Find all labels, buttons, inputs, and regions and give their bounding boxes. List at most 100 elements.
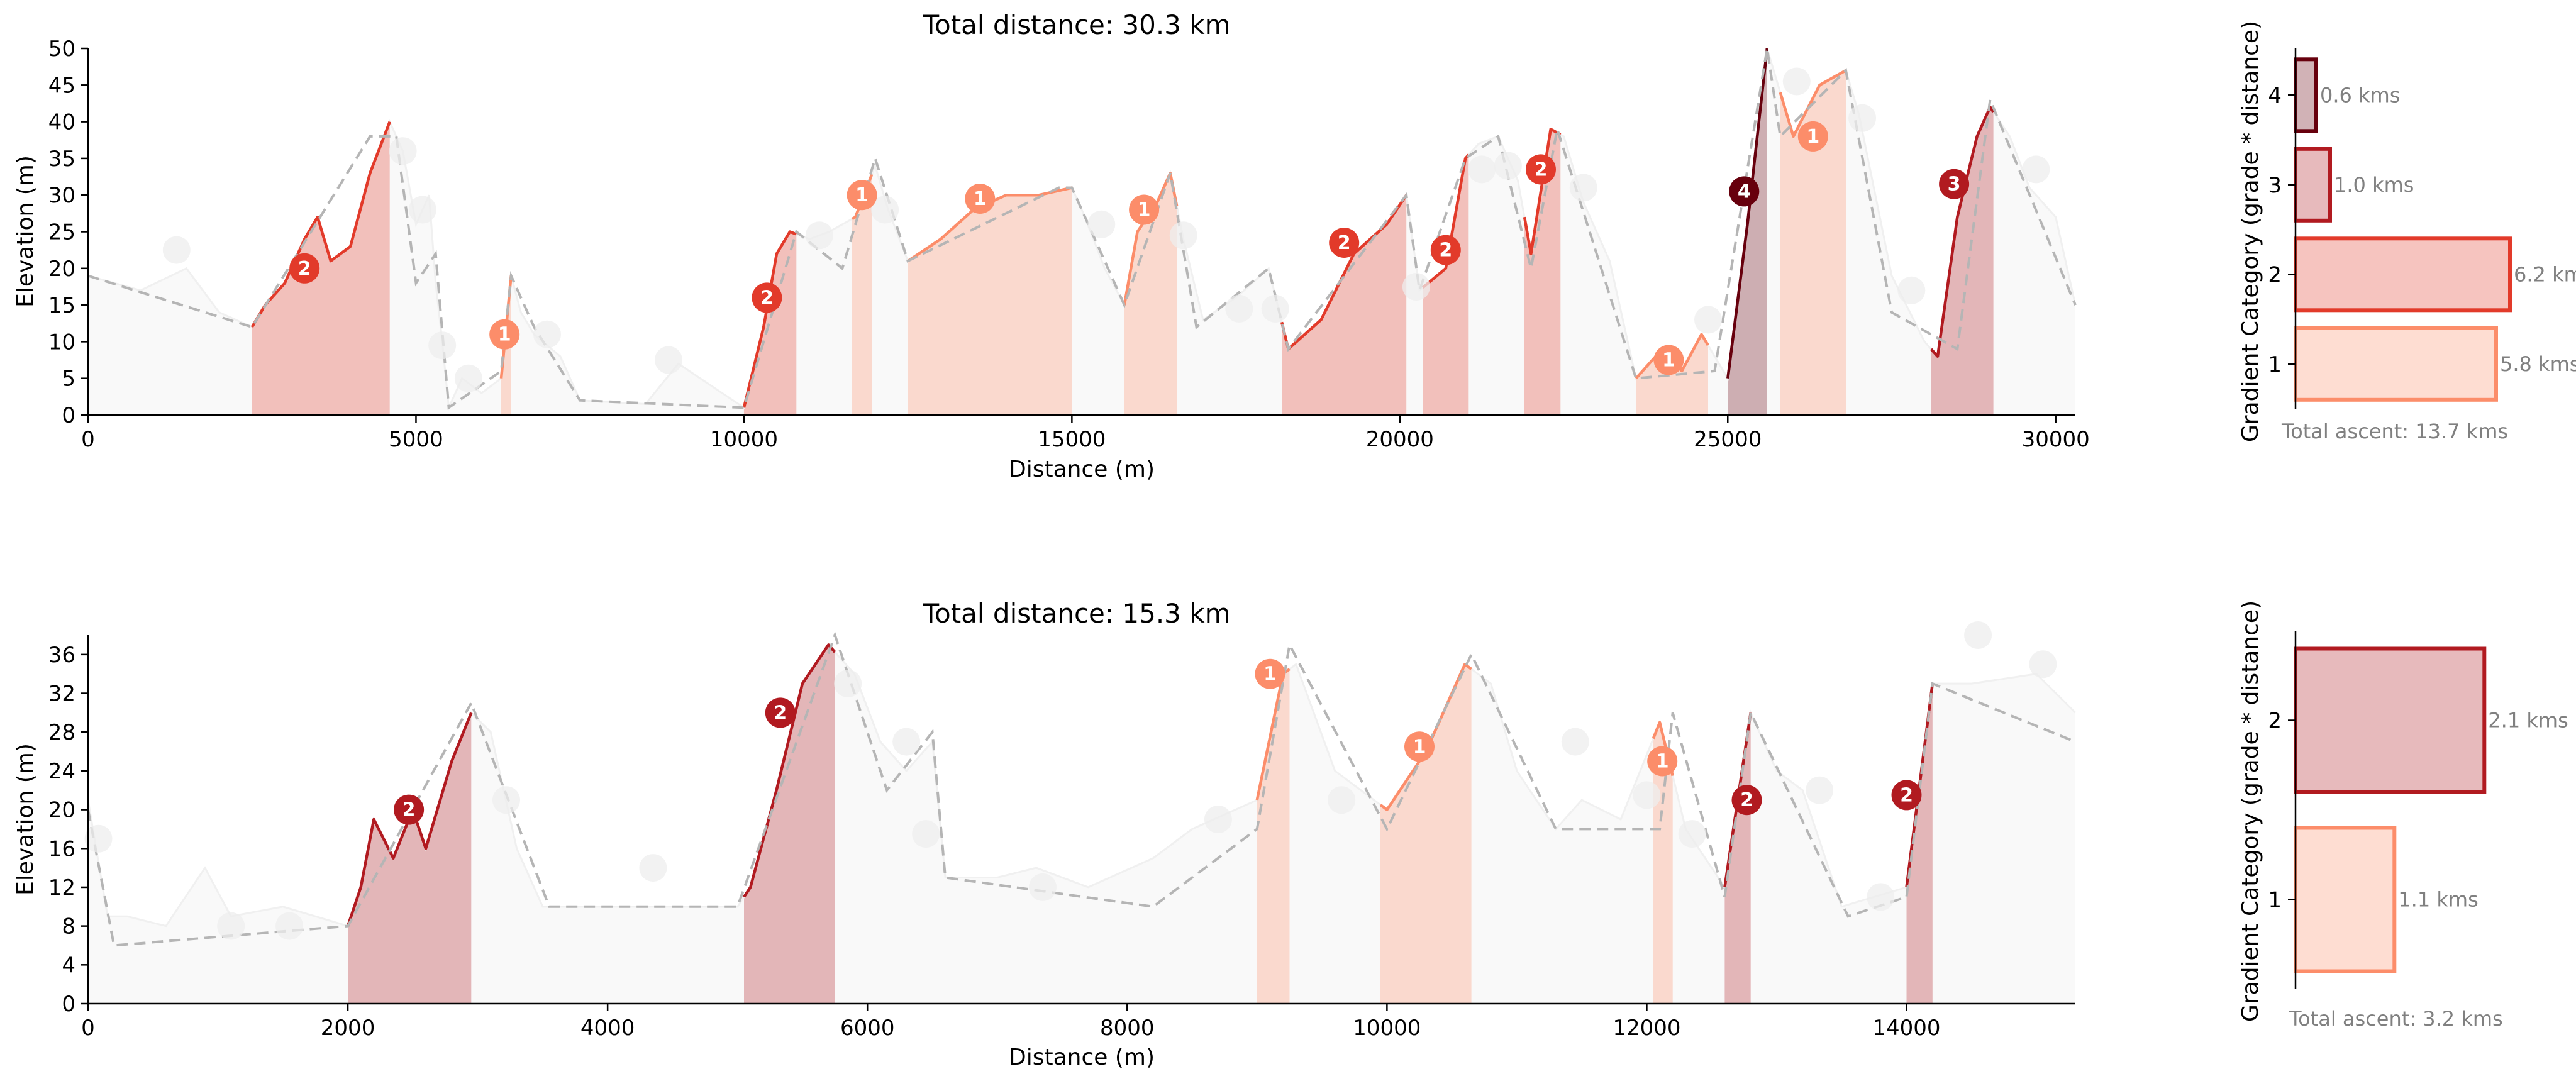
climb-marker-2: 2 xyxy=(765,697,796,728)
ghost-marker-9 xyxy=(1029,873,1057,901)
x-tick-label: 15000 xyxy=(1038,427,1106,452)
ghost-marker-17 xyxy=(1569,174,1597,202)
climb-marker-5: 1 xyxy=(965,184,996,214)
climb-marker-dot xyxy=(1891,780,1922,811)
ghost-marker-21 xyxy=(1897,276,1926,304)
climb-marker-4: 1 xyxy=(1404,731,1435,762)
bottom-chart-title: Total distance: 15.3 km xyxy=(922,598,1230,629)
ghost-marker-15 xyxy=(1806,776,1834,804)
top-elevation-chart: Total distance: 30.3 km 2 1 2 1 1 1 2 2 2 1 4 1 3 0 5… xyxy=(13,9,2090,482)
y-tick-label: 0 xyxy=(62,992,75,1017)
x-tick-label: 2000 xyxy=(321,1016,375,1041)
y-tick-label: 15 xyxy=(48,293,75,318)
climb-marker-dot xyxy=(965,184,996,214)
x-tick-label: 12000 xyxy=(1613,1016,1680,1041)
ghost-marker-12 xyxy=(1225,294,1253,323)
climb-marker-label: 2 xyxy=(1900,784,1913,806)
climb-line-1 xyxy=(346,712,473,927)
x-tick-label: 8000 xyxy=(1100,1016,1155,1041)
y-tick-label: 30 xyxy=(48,183,75,208)
climb-area-5 xyxy=(908,187,1072,415)
bottom-summary-y-axis-label: Gradient Category (grade * distance) xyxy=(2238,601,2263,1022)
climb-marker-dot xyxy=(489,319,520,350)
climb-marker-label: 1 xyxy=(974,188,987,210)
road-gradient-line xyxy=(87,631,2076,947)
ghost-marker-10 xyxy=(1087,210,1116,238)
climb-area-1 xyxy=(252,121,390,415)
ghost-marker-13 xyxy=(1261,294,1289,323)
x-tick-label: 4000 xyxy=(580,1016,635,1041)
top-summary-bars: 5.8 kms 6.2 kms 1.0 kms 0.6 kms xyxy=(2294,57,2576,402)
climb-line-2 xyxy=(743,643,836,898)
ghost-marker-7 xyxy=(892,728,921,756)
y-tick-label: 24 xyxy=(48,759,75,784)
top-gradient-summary-chart: 5.8 kms 6.2 kms 1.0 kms 0.6 kms 1 2 3 4 Gradie… xyxy=(2238,21,2576,443)
climb-marker-1: 2 xyxy=(289,253,320,284)
ghost-marker-1 xyxy=(84,824,113,853)
gradient-bar-label: 5.8 kms xyxy=(2500,352,2576,376)
top-climb-areas xyxy=(88,48,2075,416)
climb-line-1 xyxy=(250,121,391,328)
climb-marker-dot xyxy=(847,180,877,211)
y-tick-label: 20 xyxy=(48,257,75,282)
x-tick-label: 10000 xyxy=(1353,1016,1421,1041)
x-tick-label: 25000 xyxy=(1694,427,1762,452)
ghost-marker-8 xyxy=(805,221,833,250)
climb-marker-3: 2 xyxy=(752,282,782,313)
climb-marker-10: 1 xyxy=(1653,345,1684,375)
y-tick-label: 4 xyxy=(62,953,75,978)
climb-marker-3: 1 xyxy=(1255,658,1285,689)
climb-marker-label: 1 xyxy=(1413,736,1426,758)
climb-marker-label: 2 xyxy=(402,799,416,821)
y-tick-label: 45 xyxy=(48,73,75,98)
gradient-bar-label: 6.2 kms xyxy=(2514,262,2576,286)
x-tick-label: 30000 xyxy=(2022,427,2090,452)
bottom-climb-markers: 2 2 1 1 1 2 2 xyxy=(394,658,1922,825)
gradient-bar-cat-4 xyxy=(2294,57,2318,133)
climb-marker-8: 2 xyxy=(1430,235,1461,265)
climb-marker-label: 2 xyxy=(1439,240,1452,262)
climb-marker-dot xyxy=(1731,785,1762,816)
summary-y-tick-label: 1 xyxy=(2268,888,2282,913)
summary-y-tick-label: 3 xyxy=(2268,173,2282,198)
top-axes: 0 5000 10000 15000 20000 25000 30000 0 5 10 15 20 2… xyxy=(13,36,2090,482)
climb-marker-dot xyxy=(1526,154,1556,185)
climb-marker-label: 2 xyxy=(760,287,774,309)
climb-marker-label: 1 xyxy=(498,324,511,346)
ghost-marker-14 xyxy=(1402,273,1430,301)
summary-y-tick-label: 4 xyxy=(2268,83,2282,108)
bottom-climb-areas xyxy=(88,645,2075,1004)
climb-area-4 xyxy=(852,174,872,415)
y-tick-label: 0 xyxy=(62,403,75,428)
ghost-marker-12 xyxy=(1561,728,1589,756)
top-summary-y-ticks: 1 2 3 4 xyxy=(2268,83,2296,377)
top-x-ticks: 0 5000 10000 15000 20000 25000 30000 xyxy=(81,415,2090,452)
bottom-total-ascent-label: Total ascent: 3.2 kms xyxy=(2289,1007,2503,1031)
climb-marker-label: 2 xyxy=(1338,232,1351,254)
climb-marker-dot xyxy=(752,282,782,313)
climb-marker-dot xyxy=(394,794,425,825)
ghost-marker-16 xyxy=(1867,883,1895,911)
ghost-marker-18 xyxy=(2029,650,2057,679)
climb-marker-dot xyxy=(1939,169,1970,199)
top-x-axis-label: Distance (m) xyxy=(1009,457,1155,482)
ghost-marker-2 xyxy=(217,912,245,940)
top-summary-y-axis-label: Gradient Category (grade * distance) xyxy=(2238,21,2263,442)
top-chart-title: Total distance: 30.3 km xyxy=(922,9,1230,40)
ghost-marker-3 xyxy=(408,196,436,224)
climb-marker-6: 1 xyxy=(1129,194,1160,225)
climb-marker-7: 2 xyxy=(1891,780,1922,811)
climb-marker-dot xyxy=(1255,658,1285,689)
summary-y-tick-label: 2 xyxy=(2268,709,2282,734)
ghost-marker-5 xyxy=(639,854,667,882)
top-y-ticks: 0 5 10 15 20 25 30 35 40 45 50 xyxy=(48,36,88,428)
bottom-summary-bars: 1.1 kms 2.1 kms xyxy=(2294,646,2568,973)
climb-area-3 xyxy=(1257,669,1290,1004)
climb-line-11 xyxy=(1726,48,1769,379)
y-tick-label: 28 xyxy=(48,720,75,745)
x-tick-label: 0 xyxy=(81,427,95,452)
climb-marker-label: 2 xyxy=(1535,158,1548,180)
y-tick-label: 25 xyxy=(48,220,75,245)
